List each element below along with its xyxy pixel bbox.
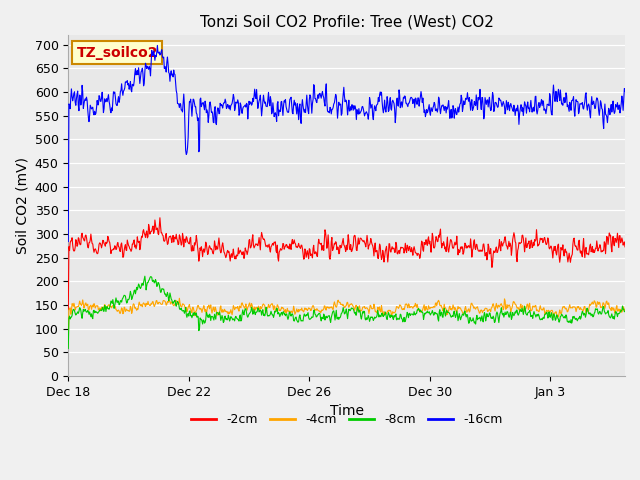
Title: Tonzi Soil CO2 Profile: Tree (West) CO2: Tonzi Soil CO2 Profile: Tree (West) CO2 xyxy=(200,15,493,30)
X-axis label: Time: Time xyxy=(330,404,364,418)
Y-axis label: Soil CO2 (mV): Soil CO2 (mV) xyxy=(15,157,29,254)
Text: TZ_soilco2: TZ_soilco2 xyxy=(77,46,158,60)
Legend: -2cm, -4cm, -8cm, -16cm: -2cm, -4cm, -8cm, -16cm xyxy=(186,408,508,431)
